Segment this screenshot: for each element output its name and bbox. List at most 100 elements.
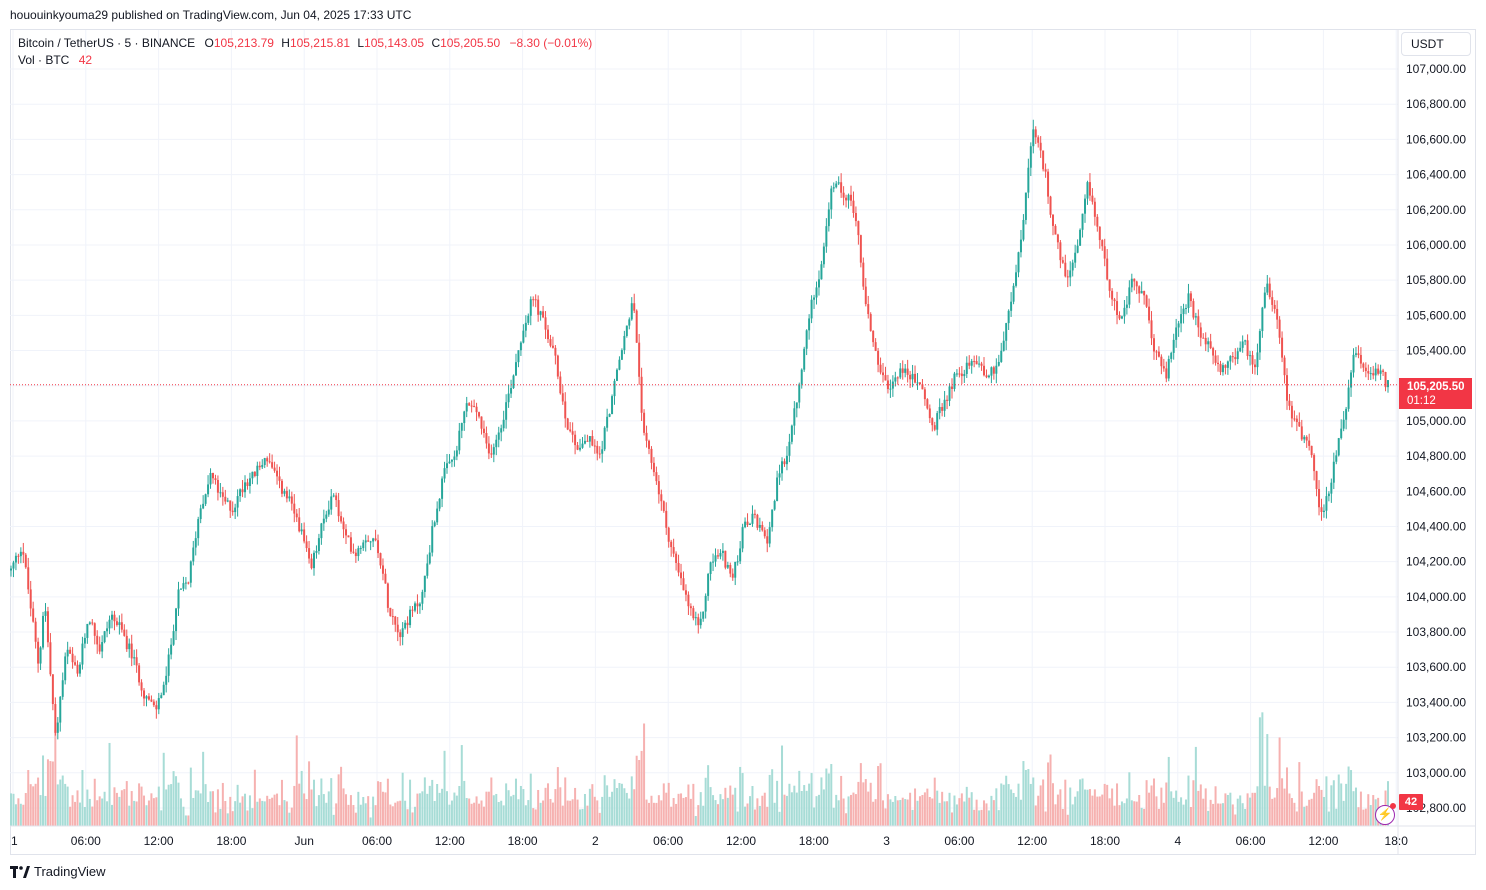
candle-body [588,436,591,442]
candle-body [527,315,530,323]
candle-body [1258,331,1261,353]
candle-body [428,552,431,564]
volume-bar [263,801,266,826]
volume-bar [1199,784,1202,826]
candle-body [776,477,779,501]
candle-body [648,440,651,449]
volume-bar [1032,777,1035,826]
candle-body [1140,291,1143,294]
candle-body [554,347,557,356]
candle-body [312,552,315,569]
candle-body [992,367,995,374]
volume-bar [27,770,30,826]
candle-body [1019,239,1022,253]
volume-bar [990,795,993,826]
symbol-title[interactable]: Bitcoin / TetherUS · 5 · BINANCE [18,36,196,50]
volume-bar [305,799,308,826]
volume-bar [374,805,377,826]
volume-bar [290,807,293,826]
volume-bar [815,796,818,826]
candle-body [1320,507,1323,512]
volume-bar [453,792,456,826]
currency-button[interactable]: USDT [1401,32,1471,56]
candle-body [1202,337,1205,339]
volume-bar [864,779,867,826]
volume-bar [620,783,623,826]
volume-bar [601,796,604,826]
volume-bar [726,797,729,826]
volume-bar [859,763,862,826]
candle-body [278,476,281,481]
candle-body [640,376,643,413]
volume-bar [199,793,202,826]
candle-body [74,662,77,665]
candle-body [667,527,670,542]
volume-bar [1111,788,1114,826]
volume-bar [342,788,345,826]
candle-body [990,367,993,376]
volume-label[interactable]: Vol · BTC [18,53,70,67]
candle-body [384,573,387,584]
candle-body [748,523,751,525]
volume-bar [386,778,389,826]
volume-bar [665,792,668,826]
candle-body [1044,169,1047,172]
candle-body [1012,285,1015,302]
volume-bar [401,772,404,826]
candle-body [1074,252,1077,263]
volume-bar [433,800,436,826]
volume-bar [1244,808,1247,826]
x-tick-label: 06:00 [71,834,101,848]
candle-body [1096,216,1099,227]
candle-body [485,432,488,444]
volume-bar [569,800,572,826]
candle-body [773,500,776,510]
candle-body [569,429,572,432]
volume-bar [566,800,569,826]
candle-body [835,183,838,188]
volume-bar [150,793,153,826]
candle-body [1231,356,1234,358]
candle-body [372,538,375,542]
candle-body [973,361,976,363]
candle-body [916,382,919,384]
legend-volume-row: Vol · BTC 42 [18,52,592,69]
volume-bar [529,773,532,826]
volume-bar [280,779,283,826]
volume-bar [59,779,62,826]
volume-bar [1318,786,1321,826]
candle-body [1005,323,1008,341]
volume-bar [1340,783,1343,826]
candle-body [1387,380,1389,388]
candle-body [1318,488,1321,508]
candle-body [381,565,384,574]
candle-body [409,609,412,626]
candle-body [44,611,47,616]
volume-bar [22,804,25,826]
volume-bar [379,781,382,826]
candle-body [694,617,697,619]
candle-body [352,551,355,553]
volume-bar [337,774,340,826]
volume-bar [1221,803,1224,826]
volume-bar [522,789,525,826]
candle-body [1059,242,1062,261]
candle-body [184,582,187,584]
y-tick-label: 106,800.00 [1406,97,1466,111]
candle-body [914,373,917,383]
candle-body [391,616,394,618]
candle-body [1120,316,1123,319]
volume-bar [1128,772,1131,826]
volume-bar [692,783,695,826]
volume-bar [554,789,557,826]
volume-bar [672,797,675,826]
lightning-bolt-icon[interactable]: ⚡ [1375,805,1395,825]
candle-body [1093,201,1096,217]
volume-bar [1207,810,1210,826]
volume-bar [948,792,951,826]
candle-body [1185,308,1188,310]
candle-body [170,644,173,655]
volume-bar [724,787,727,826]
volume-bar [1143,808,1146,826]
